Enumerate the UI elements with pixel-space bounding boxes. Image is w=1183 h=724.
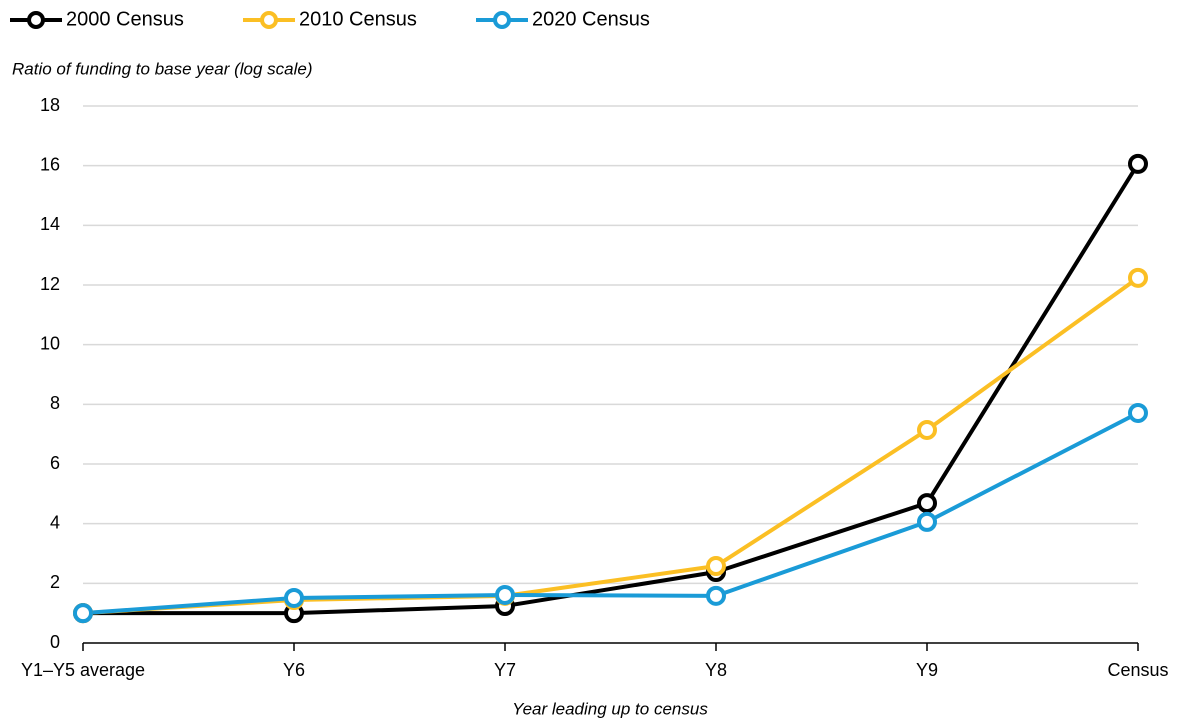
y-tick-label: 2: [50, 572, 60, 592]
point: [917, 419, 937, 440]
y-tick-label: 16: [40, 154, 60, 174]
x-tick-label: Y1–Y5 average: [21, 660, 145, 680]
legend-text: 2000 Census: [66, 8, 184, 30]
legend-marker: [260, 11, 278, 29]
x-tick-label: Y6: [283, 660, 305, 680]
point: [706, 556, 726, 577]
y-tick-label: 10: [40, 333, 60, 353]
y-tick-label: 12: [40, 274, 60, 294]
y-axis-title: Ratio of funding to base year (log scale…: [12, 59, 313, 78]
x-axis-title: Year leading up to census: [512, 699, 708, 718]
y-tick-label: 4: [50, 512, 60, 532]
point: [284, 587, 304, 608]
point: [1128, 153, 1148, 174]
series-line: [82, 276, 1140, 616]
point: [1128, 402, 1148, 423]
x-tick-label: Census: [1107, 660, 1168, 680]
point: [495, 584, 515, 605]
y-tick-label: 6: [50, 453, 60, 473]
legend-marker: [493, 11, 511, 29]
point: [706, 585, 726, 606]
y-tick-label: 14: [40, 214, 60, 234]
y-tick-label: 18: [40, 95, 60, 115]
point: [1128, 267, 1148, 288]
point: [917, 511, 937, 532]
legend-text: 2010 Census: [299, 8, 417, 30]
legend-text: 2020 Census: [532, 8, 650, 30]
point: [917, 493, 937, 514]
legend-marker: [27, 11, 45, 29]
x-tick-label: Y8: [705, 660, 727, 680]
y-tick-label: 8: [50, 393, 60, 413]
x-tick-label: Y7: [494, 660, 516, 680]
point: [73, 603, 93, 624]
series-line: [82, 411, 1139, 616]
series-line: [83, 162, 1140, 616]
y-tick-label: 0: [50, 632, 60, 652]
x-tick-label: Y9: [916, 660, 938, 680]
